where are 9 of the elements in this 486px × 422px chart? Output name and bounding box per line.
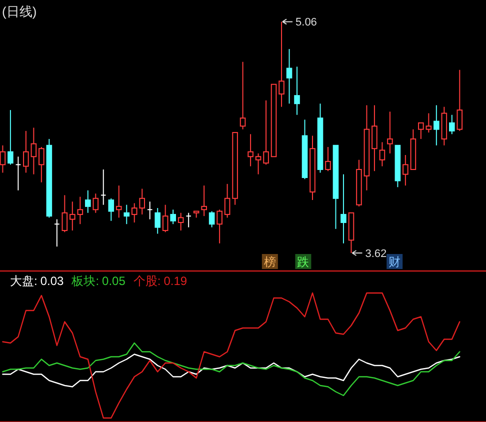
annotation: 3.62: [365, 248, 387, 260]
chart-title: (日线): [2, 4, 37, 19]
text: 板块:: [70, 274, 100, 288]
text: 0.03: [40, 274, 64, 288]
text: 0.05: [102, 274, 126, 288]
text: 0.19: [164, 274, 188, 288]
text: 个股:: [133, 274, 161, 288]
text: 大盘:: [10, 274, 38, 288]
annotation: 5.06: [296, 16, 317, 29]
